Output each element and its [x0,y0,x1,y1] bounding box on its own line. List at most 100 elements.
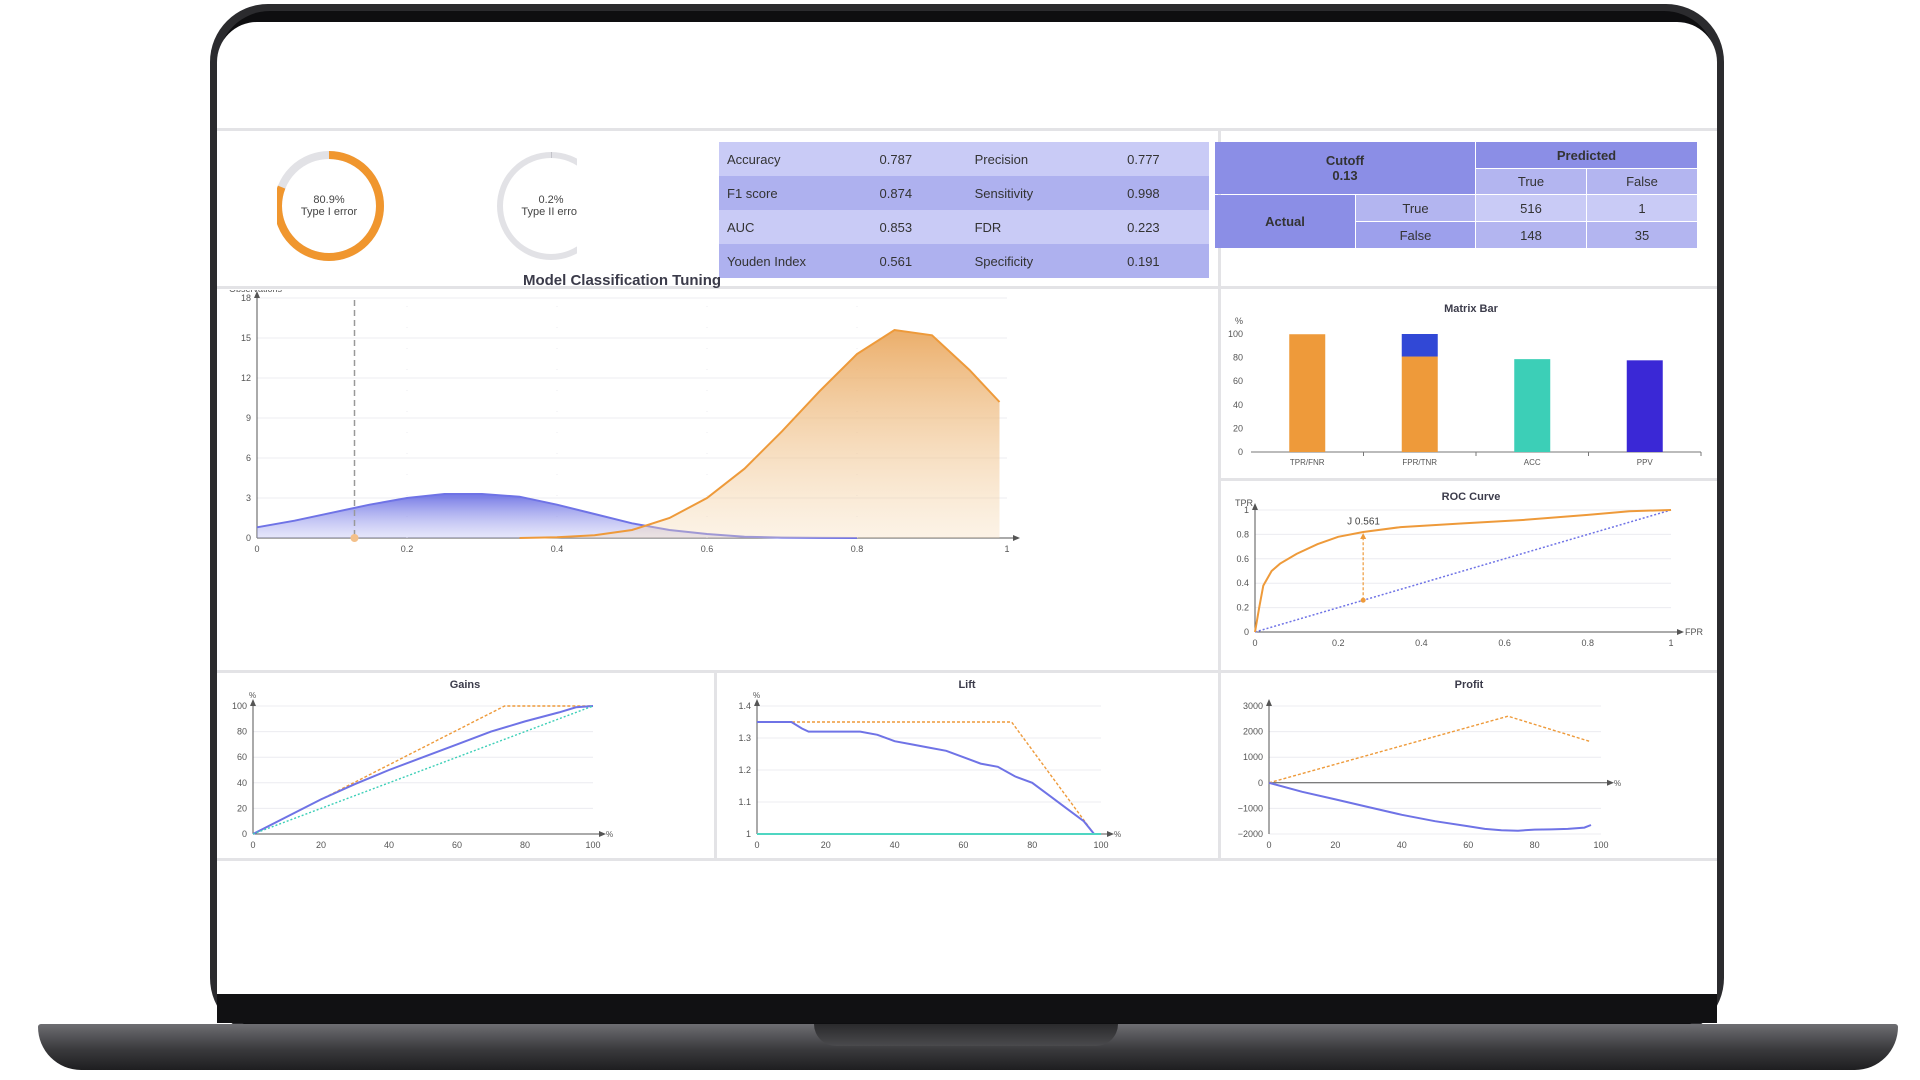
x-tick-label: 0 [1252,638,1257,648]
x-axis-label: % [1114,830,1121,839]
type-1-error-donut-arc [277,151,384,261]
metric-name: AUC [727,219,755,235]
x-tick-label: 0.4 [551,544,564,554]
x-tick-label: 0 [250,840,255,850]
false-negative-cell: 1 [1587,195,1697,221]
x-tick-label: 40 [384,840,394,850]
metric-value: 0.874 [879,185,913,201]
metric-name: Precision [974,151,1029,167]
y-axis-label: % [1235,316,1243,326]
youden-index-label: J 0.561 [1347,517,1380,528]
metric-name: FDR [974,219,1002,235]
y-tick-label: 0 [242,829,247,839]
x-axis-arrow [599,831,606,837]
x-tick-label: 0 [254,544,259,554]
laptop-notch [814,1024,1118,1046]
chart-title: Matrix Bar [1444,303,1499,315]
y-axis-label: % [249,691,256,700]
x-tick-label: 1 [1668,638,1673,648]
y-tick-label: 20 [237,803,247,813]
actual-header: Actual [1215,195,1355,248]
classification-tuning-chart: 0 3 6 9 12 15 18 0 0.2 0.4 0.6 0.8 1 Observations [229,290,1020,554]
bar [1401,356,1438,452]
x-tick-label: 0.2 [401,544,414,554]
y-tick-label: 1000 [1243,752,1263,762]
divider [1218,128,1221,860]
y-tick-label: −1000 [1238,803,1263,813]
chart-title: Model Classification Tuning [522,272,722,289]
y-tick-label: 0 [1258,778,1263,788]
negative-class-area [257,494,857,538]
divider [217,128,1717,131]
y-tick-label: 60 [237,752,247,762]
x-tick-label: 80 [1530,840,1540,850]
divider [217,858,1717,861]
y-axis-arrow [250,699,256,706]
y-tick-label: 12 [241,373,251,383]
x-tick-label: 0.6 [1498,638,1511,648]
x-axis-label: % [606,830,613,839]
youden-index-arrow [1360,532,1367,539]
laptop-bezel-bottom [217,993,1717,1023]
series-line [1268,715,1592,784]
actual-false-header: False [1356,222,1475,248]
x-tick-label: PPV [1637,458,1654,467]
x-axis-arrow [1013,535,1020,541]
x-tick-label: 20 [1330,840,1340,850]
y-tick-label: 15 [241,333,251,343]
y-axis-label: TPR [1235,498,1254,508]
metrics-row: F1 score 0.874 Sensitivity 0.998 [719,176,1209,210]
x-tick-label: 0.8 [851,544,864,554]
x-axis-arrow [1607,779,1614,786]
y-tick-label: 2000 [1243,727,1263,737]
cutoff-cell: Cutoff 0.13 [1215,142,1475,194]
bar [1514,359,1551,452]
x-tick-label: 0 [754,840,759,850]
y-axis-arrow [754,699,760,706]
cutoff-marker [350,534,359,542]
series-line [252,705,593,835]
y-axis-arrow [254,291,260,298]
metric-value: 0.777 [1127,151,1160,167]
y-tick-label: 40 [237,778,247,788]
predicted-header: Predicted [1476,142,1697,168]
matrix-bar-chart: Matrix Bar% 0 20 40 60 80 100 TPR/FNR FPR/TNR ACC… [1228,303,1702,467]
metrics-row: AUC 0.853 FDR 0.223 [719,210,1209,244]
y-tick-label: 0.2 [1236,603,1249,613]
y-tick-label: 1.4 [738,701,751,711]
metric-value: 0.561 [879,253,913,269]
youden-index-point [1360,597,1366,603]
y-tick-label: 100 [1228,329,1243,339]
y-axis-arrow [1252,503,1258,510]
x-tick-label: 0.4 [1415,638,1428,648]
metric-value: 0.998 [1127,185,1160,201]
dashboard-screen: 80.9% Type I error 0.2% Type II error Ac… [217,22,1717,994]
divider [217,670,1717,673]
false-positive-cell: 148 [1476,222,1586,248]
y-tick-label: 1.1 [738,797,751,807]
x-tick-label: 1 [1004,544,1009,554]
metric-name: Accuracy [727,151,781,167]
bar [1289,334,1326,452]
y-tick-label: 0 [1238,447,1243,457]
random-baseline-line [1254,509,1672,633]
chart-title: ROC Curve [1442,491,1501,503]
y-tick-label: 0.6 [1236,554,1249,564]
profit-chart: Profit −2000 −1000 0 1000 2000 3000 0 20 40 60 80 10… [1238,679,1621,850]
bar-stack-top [1401,334,1438,357]
y-axis-arrow [1266,699,1272,706]
x-tick-label: 20 [821,840,831,850]
positive-class-area [519,330,1000,538]
y-tick-label: 80 [1233,353,1243,363]
x-tick-label: 100 [1593,840,1608,850]
x-tick-label: 40 [1397,840,1407,850]
true-positive-cell: 516 [1476,195,1586,221]
x-tick-label: 0 [1266,840,1271,850]
metrics-row: Accuracy 0.787 Precision 0.777 [719,142,1209,176]
roc-line [1254,509,1672,633]
y-tick-label: 20 [1233,423,1243,433]
x-axis-arrow [1107,831,1114,837]
type-2-error-donut-arc [497,152,577,260]
y-axis-label: % [753,691,760,700]
predicted-false-header: False [1587,169,1697,194]
